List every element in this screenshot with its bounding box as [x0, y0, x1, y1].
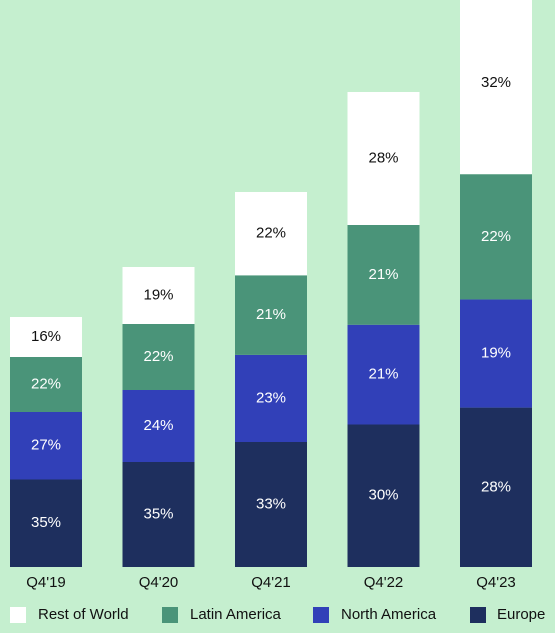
data-label: 27%	[31, 437, 61, 454]
bar-segment-rest-of-world-4	[460, 0, 532, 175]
legend-label: North America	[341, 606, 437, 623]
data-label: 21%	[256, 306, 286, 323]
bar-segment-north-america-3	[347, 324, 420, 425]
data-label: 28%	[368, 149, 398, 166]
bar-segment-europe-0	[10, 479, 82, 567]
data-label: 33%	[256, 495, 286, 512]
legend-label: Rest of World	[38, 606, 129, 623]
bar-segment-rest-of-world-1	[122, 267, 195, 324]
data-label: 21%	[368, 366, 398, 383]
bar-segment-rest-of-world-2	[235, 192, 307, 276]
bar-segment-rest-of-world-3	[347, 92, 420, 225]
bar-segment-north-america-0	[10, 412, 82, 480]
data-label: 22%	[143, 348, 173, 365]
legend-label: Europe	[497, 606, 545, 623]
legend-swatch-latin-america	[162, 607, 178, 623]
data-label: 22%	[31, 375, 61, 392]
data-label: 16%	[31, 328, 61, 345]
bar-segment-europe-1	[122, 462, 195, 567]
bar-segment-latin-america-0	[10, 357, 82, 412]
bar-segment-north-america-4	[460, 299, 532, 408]
data-label: 19%	[481, 344, 511, 361]
bar-segment-europe-3	[347, 424, 420, 567]
legend-swatch-north-america	[313, 607, 329, 623]
legend-swatch-europe	[470, 607, 486, 623]
category-label: Q4'22	[364, 574, 404, 591]
data-label: 35%	[31, 514, 61, 531]
data-label: 22%	[256, 225, 286, 242]
bar-segment-latin-america-3	[347, 225, 420, 325]
data-label: 23%	[256, 389, 286, 406]
data-label: 21%	[368, 266, 398, 283]
legend-swatch-rest-of-world	[10, 607, 26, 623]
data-label: 19%	[143, 286, 173, 303]
category-label: Q4'20	[139, 574, 179, 591]
category-label: Q4'19	[26, 574, 66, 591]
category-label: Q4'23	[476, 574, 516, 591]
bar-segment-rest-of-world-0	[10, 317, 82, 357]
bar-segment-latin-america-4	[460, 174, 532, 300]
bar-segment-europe-2	[235, 442, 307, 567]
bar-segment-europe-4	[460, 407, 532, 567]
data-label: 22%	[481, 228, 511, 245]
data-label: 35%	[143, 505, 173, 522]
legend-label: Latin America	[190, 606, 282, 623]
data-label: 32%	[481, 74, 511, 91]
bar-segment-north-america-1	[122, 390, 195, 462]
category-label: Q4'21	[251, 574, 291, 591]
data-label: 30%	[368, 487, 398, 504]
data-label: 24%	[143, 417, 173, 434]
bar-segment-latin-america-1	[122, 324, 195, 390]
bar-segment-latin-america-2	[235, 275, 307, 355]
data-label: 28%	[481, 478, 511, 495]
bar-segment-north-america-2	[235, 354, 307, 442]
